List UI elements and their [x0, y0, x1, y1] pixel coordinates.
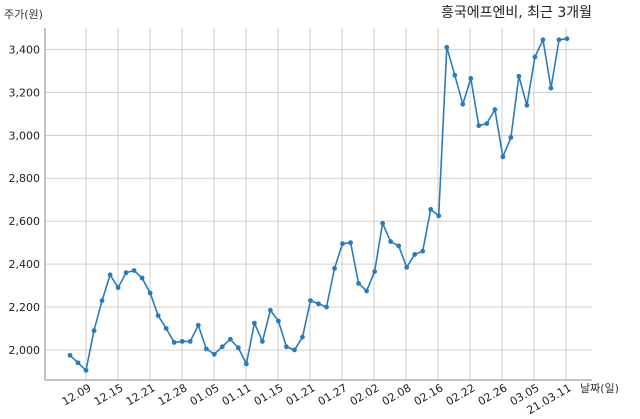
series-line	[69, 37, 568, 372]
y-axis-label: 주가(원)	[4, 8, 43, 21]
x-tick-label: 01.21	[284, 381, 318, 408]
data-point	[115, 285, 121, 291]
y-tick-label: 3,200	[9, 86, 41, 99]
y-tick-label: 2,000	[9, 344, 41, 357]
data-point	[131, 268, 137, 273]
x-tick-label: 02.26	[476, 381, 510, 408]
x-tick-label: 12.28	[156, 381, 190, 408]
data-point	[259, 338, 265, 344]
data-point	[508, 135, 514, 140]
data-point	[356, 281, 361, 286]
data-point	[348, 240, 353, 246]
data-point	[195, 322, 201, 328]
data-point	[396, 243, 402, 249]
x-tick-label: 02.08	[380, 381, 414, 408]
data-point	[540, 37, 546, 43]
x-axis-label: 날짜(일)	[580, 381, 619, 395]
y-tick-label: 3,000	[9, 129, 41, 142]
data-point	[340, 241, 345, 247]
data-point	[556, 37, 562, 43]
x-axis-ticks: 12.0912.1512.2112.2801.0501.1101.1501.21…	[60, 381, 574, 417]
y-tick-label: 2,600	[9, 215, 41, 228]
data-point	[284, 344, 289, 350]
data-point	[292, 347, 297, 353]
data-point	[444, 44, 450, 50]
chart-title: 흥국에프엔비, 최근 3개월	[441, 5, 592, 21]
data-point	[187, 338, 193, 344]
data-point	[412, 252, 418, 257]
data-point	[91, 328, 97, 334]
data-point	[83, 367, 89, 373]
data-point	[268, 307, 273, 313]
data-point	[316, 301, 321, 307]
x-tick-label: 02.22	[444, 381, 478, 408]
data-point	[139, 275, 145, 281]
data-point	[203, 346, 209, 352]
x-tick-label: 01.11	[220, 381, 254, 408]
data-point	[420, 248, 426, 254]
x-tick-label: 01.15	[252, 381, 286, 408]
data-point	[372, 269, 378, 275]
y-tick-label: 2,400	[9, 258, 41, 271]
data-point	[484, 121, 490, 126]
x-tick-label: 12.15	[92, 381, 126, 408]
data-point	[436, 213, 442, 219]
data-point	[276, 318, 281, 324]
data-point	[324, 304, 329, 310]
data-point	[219, 344, 225, 350]
data-point	[468, 76, 474, 81]
data-point	[251, 320, 257, 326]
data-point	[67, 352, 73, 358]
data-point	[227, 336, 233, 342]
data-point	[163, 326, 169, 331]
data-point	[155, 313, 161, 319]
x-tick-label: 01.05	[188, 381, 222, 408]
data-point	[332, 265, 337, 271]
grid	[44, 28, 592, 381]
data-point	[404, 264, 410, 270]
data-point	[75, 360, 81, 366]
data-point	[171, 340, 177, 345]
data-point	[308, 298, 313, 303]
data-point	[99, 298, 105, 303]
y-tick-label: 2,800	[9, 172, 41, 185]
y-tick-label: 3,400	[9, 43, 41, 56]
data-point	[211, 351, 217, 357]
data-point	[243, 361, 249, 367]
data-point	[380, 220, 386, 226]
data-point	[179, 338, 185, 344]
data-point	[388, 239, 394, 244]
data-point	[500, 154, 506, 160]
data-point	[300, 334, 305, 340]
data-point	[428, 206, 434, 212]
x-tick-label: 12.09	[60, 381, 94, 408]
x-tick-label: 01.27	[316, 381, 350, 408]
data-point	[564, 36, 570, 42]
x-tick-label: 12.21	[124, 381, 158, 408]
y-axis-ticks: 2,000 2,200 2,400 2,600 2,800 3,000 3,200 3,400	[9, 43, 41, 356]
data-point	[364, 288, 369, 294]
data-point	[452, 72, 458, 78]
data-point	[492, 107, 498, 112]
data-point	[548, 85, 554, 91]
data-point	[235, 345, 241, 351]
y-tick-label: 2,200	[9, 301, 41, 314]
data-point	[524, 102, 530, 108]
data-point	[476, 123, 482, 129]
x-tick-label: 02.16	[412, 381, 446, 408]
data-point	[532, 54, 538, 60]
data-point	[460, 101, 466, 107]
data-point	[123, 270, 129, 276]
data-point	[147, 290, 153, 296]
data-point	[516, 73, 522, 79]
price-series	[67, 36, 570, 373]
data-point	[107, 272, 113, 278]
x-tick-label: 02.02	[348, 381, 382, 408]
